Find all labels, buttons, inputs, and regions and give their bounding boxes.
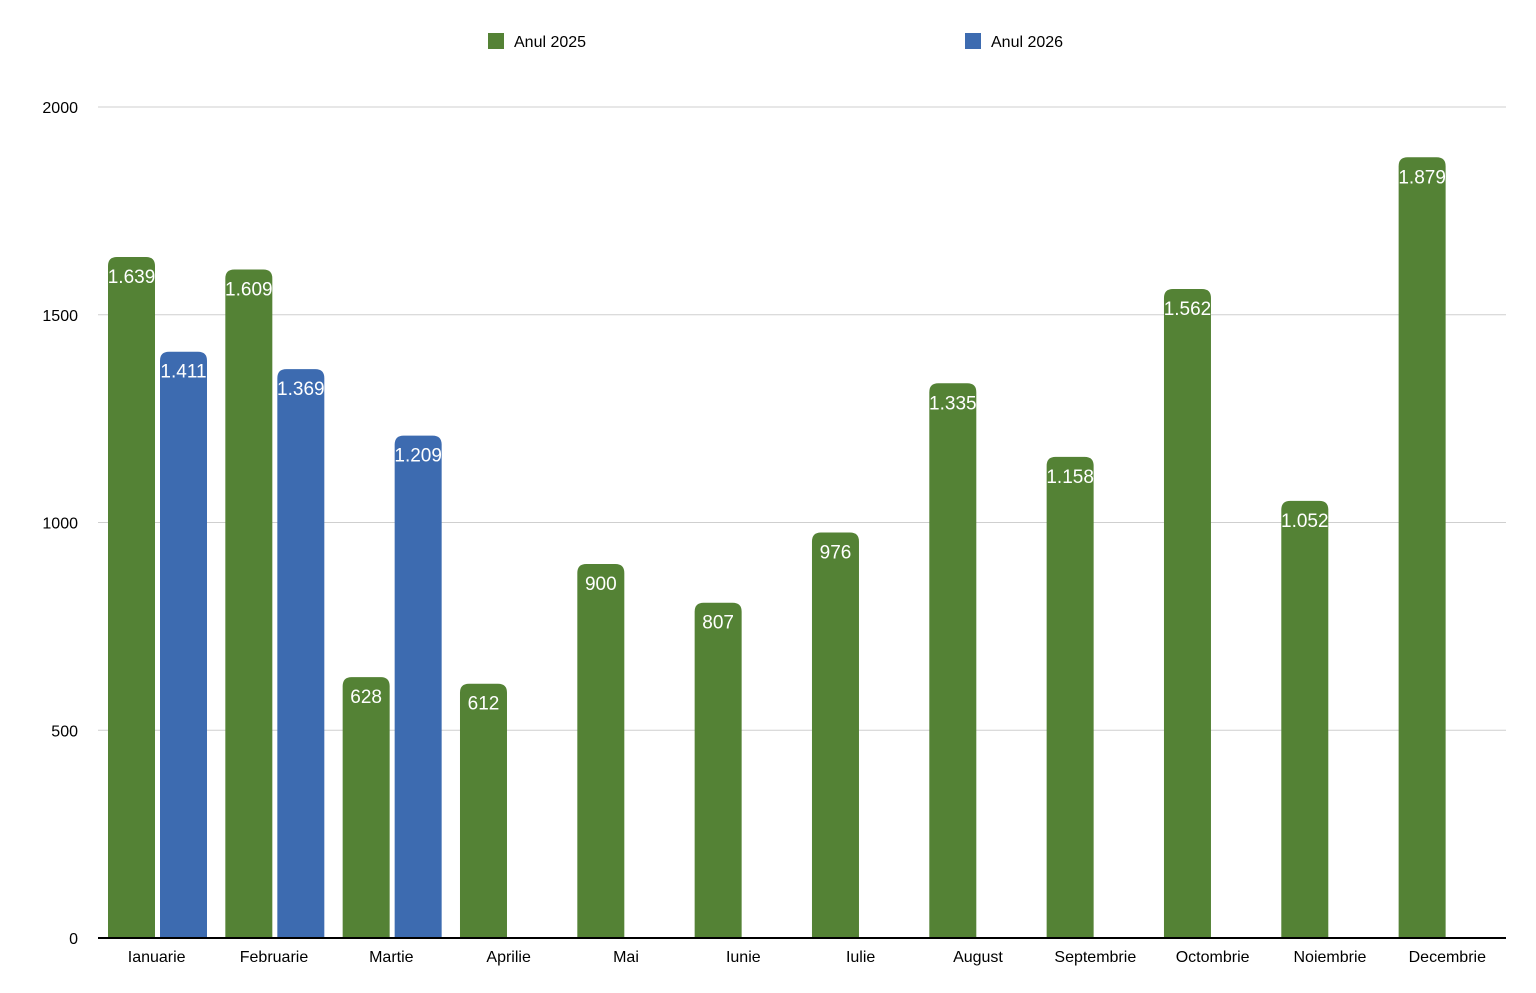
x-tick-label: Martie xyxy=(369,949,414,966)
bar-2026 xyxy=(160,351,207,937)
y-tick-label: 2000 xyxy=(42,100,78,117)
bar-value-label: 1.879 xyxy=(1398,167,1446,188)
legend-swatch xyxy=(488,33,504,49)
bar-value-label: 1.609 xyxy=(225,279,273,300)
x-tick-label: Noiembrie xyxy=(1294,949,1367,966)
legend-swatch xyxy=(965,33,981,49)
bar-value-label: 1.052 xyxy=(1281,511,1329,532)
x-tick-label: Iunie xyxy=(726,949,761,966)
bar-2025 xyxy=(694,602,742,937)
legend-label: Anul 2026 xyxy=(991,34,1063,51)
gridlines xyxy=(98,106,1506,731)
bars: 1.639 1.411 1.609 1.369 628 1.209 612 900 807 976… xyxy=(108,157,1446,938)
bar-value-label: 976 xyxy=(820,542,852,563)
legend-label: Anul 2025 xyxy=(514,34,586,51)
bar-2025 xyxy=(1281,500,1329,937)
bar-value-label: 1.562 xyxy=(1164,299,1212,320)
bar-value-label: 900 xyxy=(585,574,617,595)
y-tick-label: 0 xyxy=(69,931,78,948)
bar-value-label: 807 xyxy=(702,613,734,634)
bar-2025 xyxy=(1398,157,1446,937)
bar-2026 xyxy=(394,435,442,937)
bar-2025 xyxy=(108,256,155,938)
bar-value-label: 1.335 xyxy=(929,393,977,414)
bar-2025 xyxy=(1046,456,1094,937)
y-tick-label: 1500 xyxy=(42,308,78,325)
bar-value-label: 1.158 xyxy=(1046,467,1094,488)
axes: 0 500 1000 1500 2000 Ianuarie Februarie Martie A… xyxy=(42,100,1506,966)
x-tick-label: Septembrie xyxy=(1054,949,1136,966)
x-tick-label: Mai xyxy=(613,949,639,966)
bar-value-label: 612 xyxy=(468,694,500,715)
bar-2025 xyxy=(225,269,273,937)
x-tick-label: Iulie xyxy=(846,949,875,966)
x-tick-label: Octombrie xyxy=(1176,949,1250,966)
bar-value-label: 1.369 xyxy=(277,379,325,400)
bar-value-label: 628 xyxy=(350,687,382,708)
bar-2025 xyxy=(1163,288,1211,937)
y-tick-label: 1000 xyxy=(42,516,78,533)
x-tick-label: Februarie xyxy=(240,949,309,966)
bar-value-label: 1.639 xyxy=(108,267,156,288)
bar-2026 xyxy=(277,369,325,937)
bar-2025 xyxy=(577,564,625,937)
x-tick-label: Decembrie xyxy=(1409,949,1486,966)
bar-2025 xyxy=(459,683,507,937)
bar-value-label: 1.209 xyxy=(394,446,442,467)
x-tick-label: August xyxy=(953,949,1003,966)
bar-2025 xyxy=(342,677,390,937)
x-tick-label: Ianuarie xyxy=(128,949,186,966)
x-tick-label: Aprilie xyxy=(486,949,531,966)
legend: Anul 2025 Anul 2026 xyxy=(488,33,1063,51)
bar-2025 xyxy=(811,532,859,937)
bar-value-label: 1.411 xyxy=(160,362,206,383)
bar-2025 xyxy=(929,383,977,937)
y-tick-label: 500 xyxy=(51,723,78,740)
